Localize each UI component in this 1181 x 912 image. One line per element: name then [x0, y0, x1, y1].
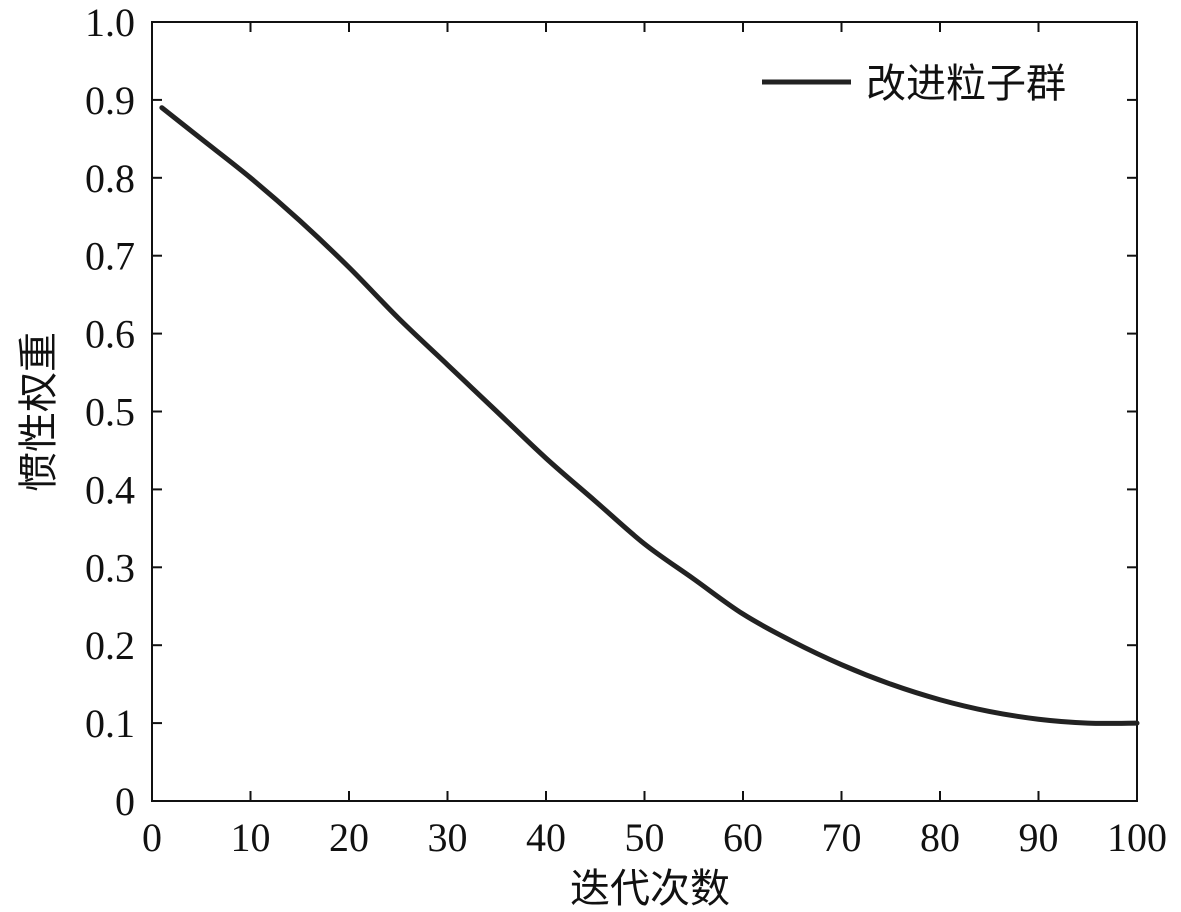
x-tick-label: 0 [142, 815, 162, 860]
x-tick-label: 30 [428, 815, 468, 860]
x-tick-label: 40 [526, 815, 566, 860]
x-tick-label: 70 [822, 815, 862, 860]
y-tick-labels: 0 0.1 0.2 0.3 0.4 0.5 0.6 0.7 0.8 0.9 1.0 [85, 0, 135, 824]
y-tick-label: 0.7 [85, 234, 135, 279]
y-tick-label: 0.2 [85, 623, 135, 668]
y-tick-label: 0.8 [85, 156, 135, 201]
legend-label: 改进粒子群 [866, 61, 1066, 107]
y-tick-label: 0.5 [85, 390, 135, 435]
x-tick-labels: 0 10 20 30 40 50 60 70 80 90 100 [142, 815, 1167, 860]
y-tick-label: 0.9 [85, 78, 135, 123]
x-tick-label: 90 [1019, 815, 1059, 860]
series-line [159, 105, 1140, 726]
y-tick-label: 1.0 [85, 0, 135, 45]
x-tick-label: 10 [231, 815, 271, 860]
x-tick-label: 60 [723, 815, 763, 860]
x-tick-label: 80 [920, 815, 960, 860]
y-tick-label: 0 [115, 779, 135, 824]
y-tick-label: 0.4 [85, 467, 135, 512]
legend: 改进粒子群 [762, 61, 1066, 107]
y-tick-label: 0.6 [85, 312, 135, 357]
axis-ticks [151, 21, 1138, 802]
y-tick-label: 0.1 [85, 701, 135, 746]
x-tick-label: 100 [1107, 815, 1167, 860]
x-tick-label: 50 [625, 815, 665, 860]
y-axis-title: 惯性权重 [16, 332, 62, 492]
x-tick-label: 20 [329, 815, 369, 860]
plot-frame [151, 21, 1138, 802]
x-axis-title: 迭代次数 [570, 866, 730, 912]
y-tick-label: 0.3 [85, 545, 135, 590]
